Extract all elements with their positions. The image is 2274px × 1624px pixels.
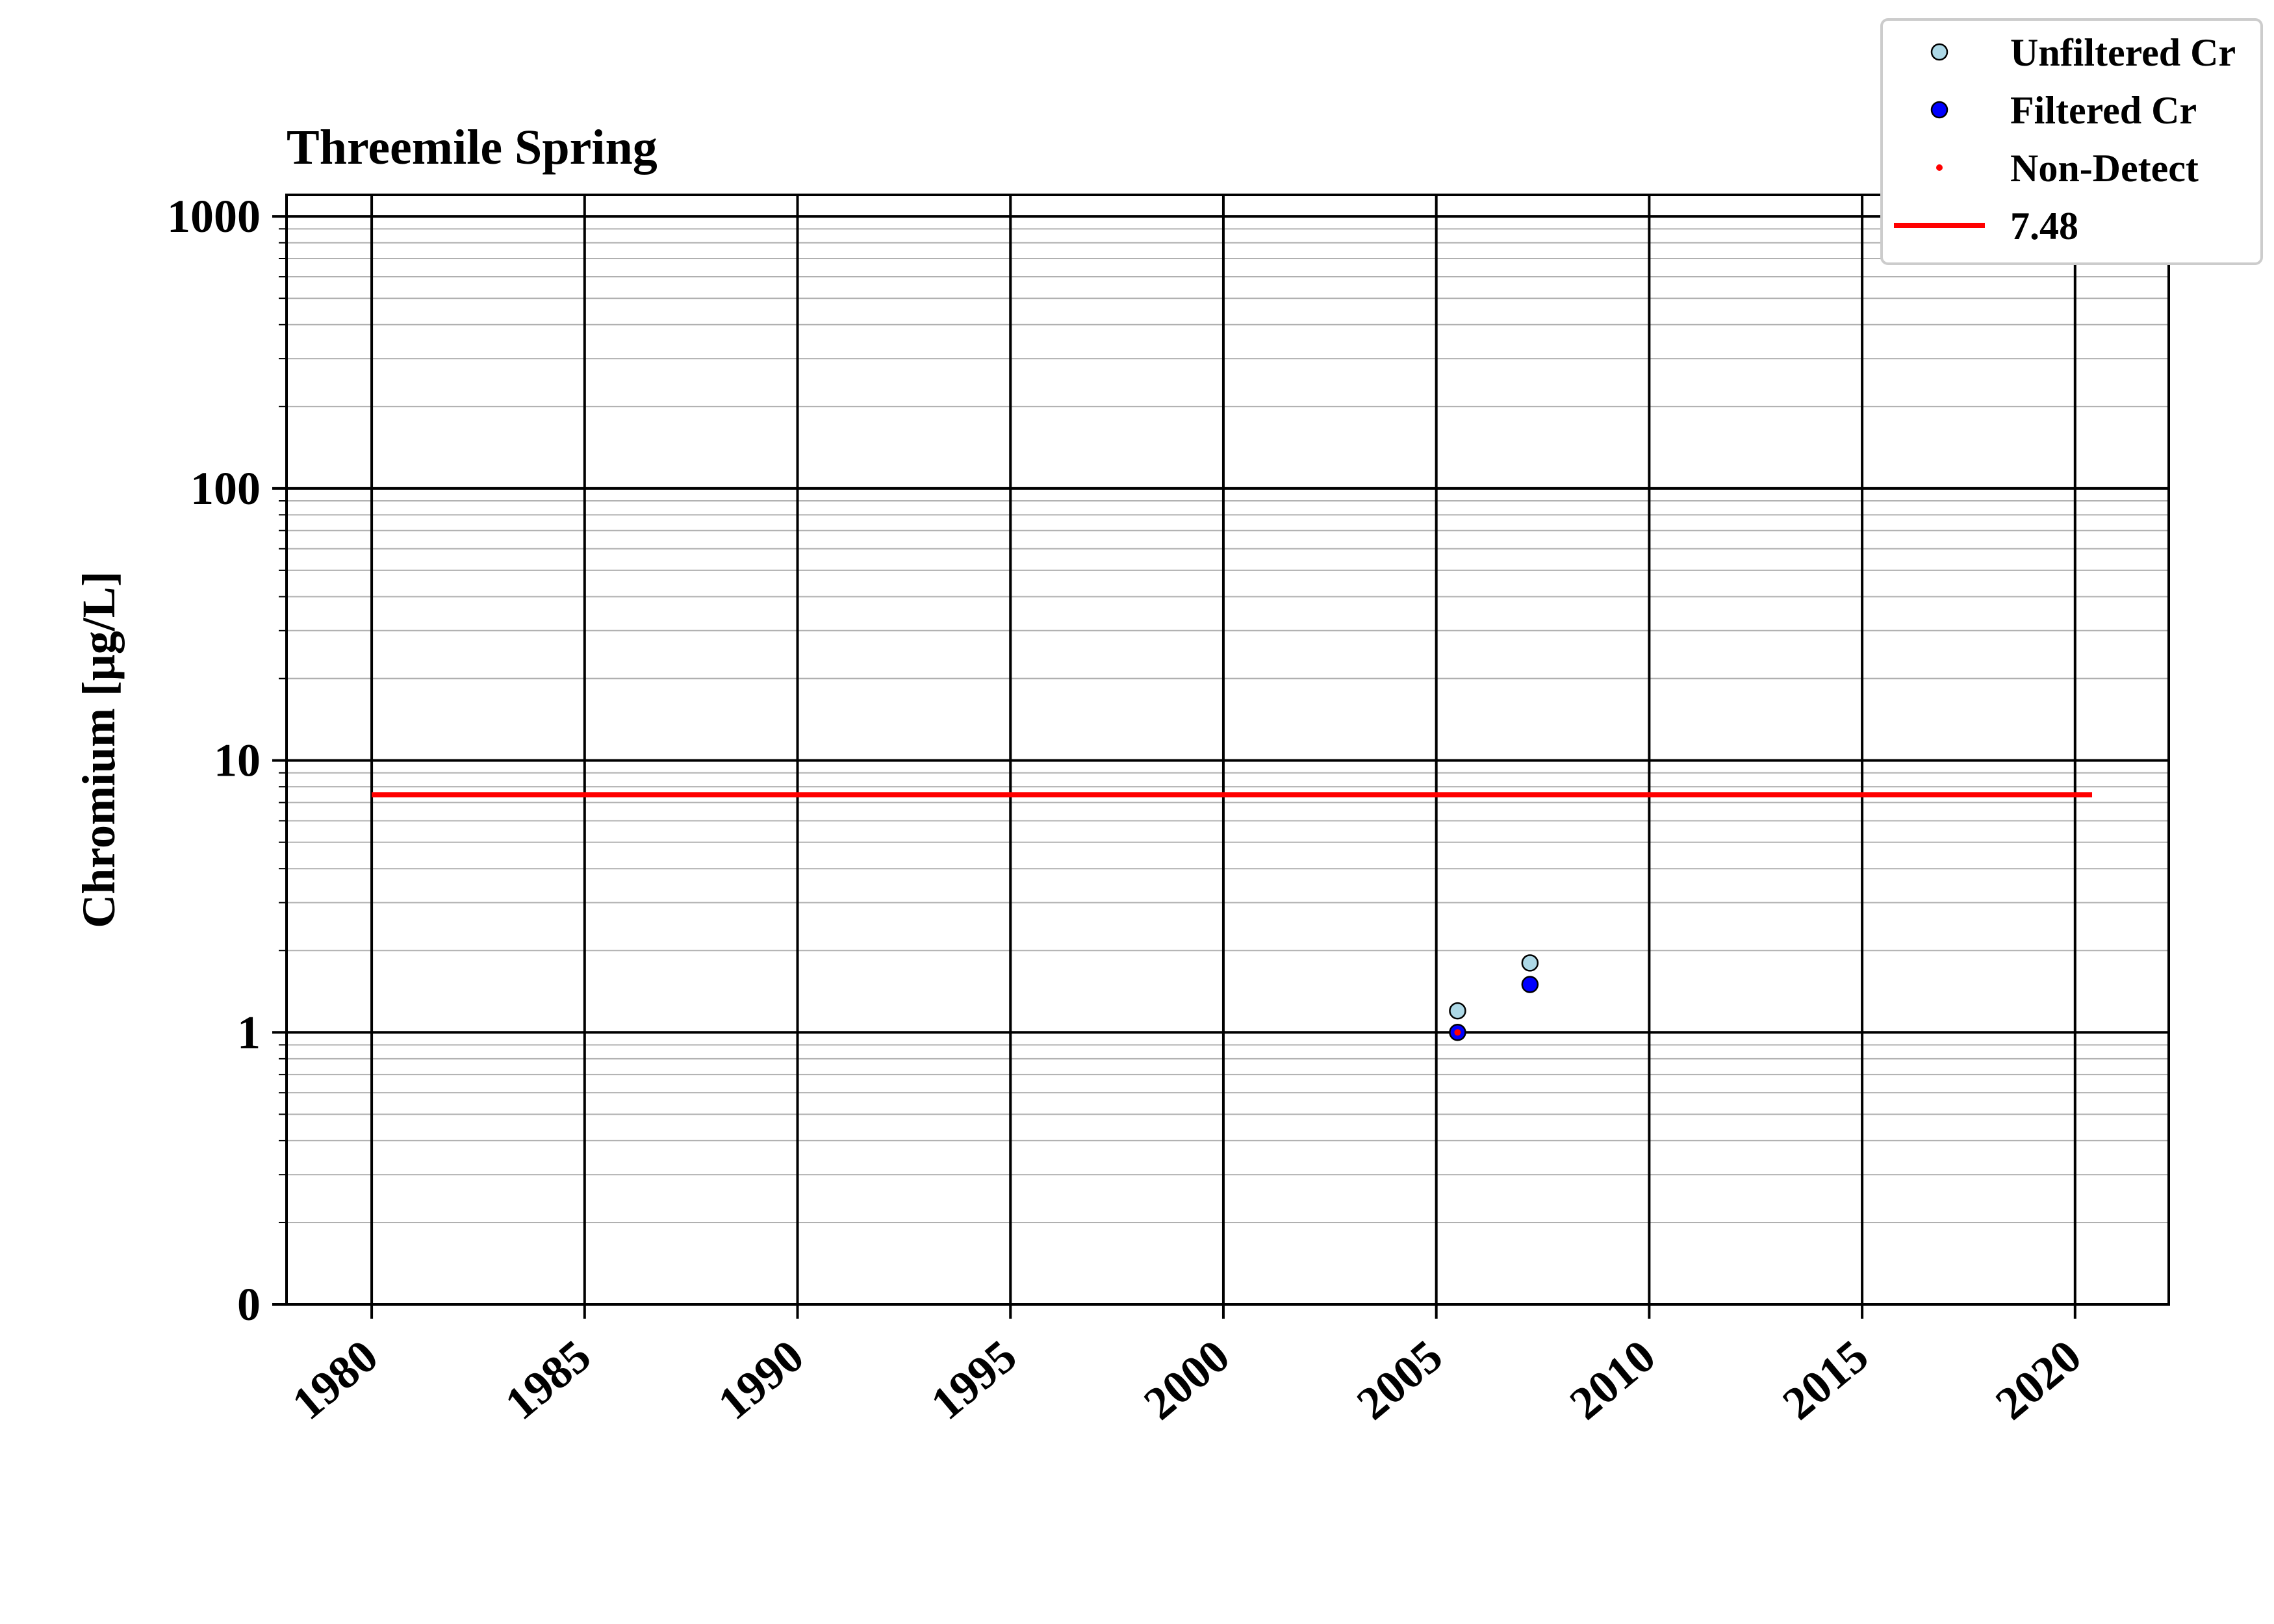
axes-frame (285, 194, 2170, 1306)
chart-title: Threemile Spring (287, 120, 658, 175)
y-tick-label: 100 (190, 463, 261, 514)
x-tick-label: 2000 (1134, 1330, 1239, 1430)
y-axis-label: Chromium [μg/L] (73, 571, 125, 928)
filtered-cr-point (1521, 976, 1539, 993)
x-tick-label: 1995 (921, 1330, 1027, 1430)
legend-non-detect-label: Non-Detect (2010, 147, 2199, 190)
legend-unfiltered-cr-marker (1930, 43, 1948, 61)
plot-series (372, 792, 2093, 1041)
grid (287, 195, 2169, 1304)
unfiltered-cr-point (1449, 1002, 1466, 1020)
y-tick-label: 0 (237, 1278, 261, 1330)
axis-ticks: 0 1 10 100 1000 1980 1985 1990 1995 2000 2005 2010 2… (167, 190, 2091, 1430)
y-tick-label: 10 (214, 735, 261, 787)
legend-non-detect-marker (1936, 164, 1943, 171)
legend-frame (1880, 18, 2263, 265)
legend: Unfiltered Cr Filtered Cr Non-Detect 7.48 (1880, 18, 2263, 265)
legend-filtered-cr-label: Filtered Cr (2010, 89, 2197, 132)
x-tick-label: 2005 (1347, 1330, 1452, 1430)
y-tick-label: 1000 (167, 190, 261, 242)
legend-7-48-label: 7.48 (2010, 205, 2078, 247)
x-tick-label: 1980 (283, 1330, 388, 1430)
y-tick-label: 1 (237, 1006, 261, 1058)
x-tick-label: 2020 (1986, 1330, 2091, 1430)
legend-filtered-cr-marker (1930, 101, 1948, 119)
unfiltered-cr-point (1521, 954, 1539, 972)
legend-unfiltered-cr-label: Unfiltered Cr (2010, 31, 2236, 74)
x-tick-label: 2010 (1560, 1330, 1665, 1430)
x-tick-label: 2015 (1773, 1330, 1878, 1430)
non-detect-point (1454, 1029, 1461, 1036)
x-tick-label: 1990 (708, 1330, 813, 1430)
x-tick-label: 1985 (495, 1330, 600, 1430)
